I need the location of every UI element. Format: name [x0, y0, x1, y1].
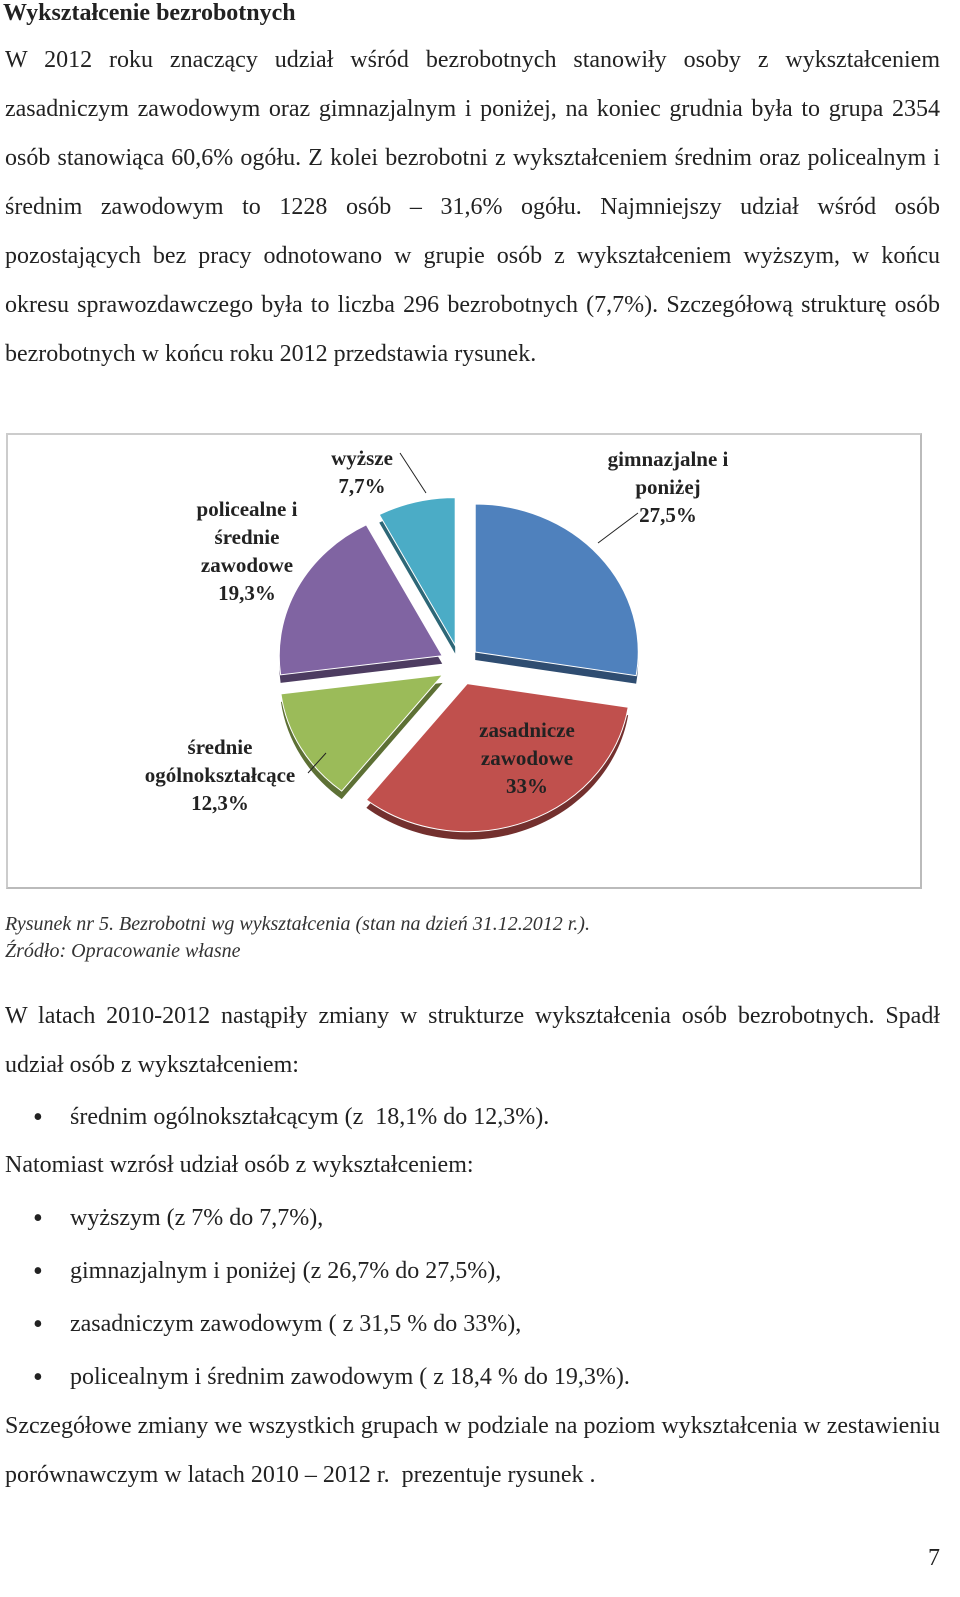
slice-label: średnie ogólnokształcące 12,3% — [130, 733, 310, 817]
slice-label: policealne i średnie zawodowe 19,3% — [182, 495, 312, 607]
category-label: policealne i średnie zawodowe — [196, 497, 298, 577]
source-caption: Źródło: Opracowanie własne — [5, 940, 241, 962]
paragraph: W latach 2010-2012 nastąpiły zmiany w st… — [5, 1003, 946, 1078]
page-number: 7 — [928, 1545, 940, 1571]
value-label: 27,5% — [639, 503, 697, 527]
slice-label: wyższe 7,7% — [312, 444, 412, 500]
paragraph: W 2012 roku znaczący udział wśród bezrob… — [5, 47, 946, 367]
value-label: 19,3% — [218, 581, 276, 605]
pie-canvas — [278, 452, 639, 840]
bullet-item: zasadniczym zawodowym ( z 31,5 % do 33%)… — [5, 1298, 630, 1351]
slice — [280, 674, 444, 792]
slice-label: gimnazjalne i poniżej 27,5% — [588, 445, 748, 529]
category-label: średnie ogólnokształcące — [144, 735, 296, 787]
figure-caption: Rysunek nr 5. Bezrobotni wg wykształceni… — [5, 913, 590, 935]
heading: Wykształcenie bezrobotnych — [3, 0, 296, 26]
leader-line — [399, 452, 427, 494]
paragraph: Szczegółowe zmiany we wszystkich grupach… — [5, 1413, 947, 1488]
bullet-list: wyższym (z 7% do 7,7%),gimnazjalnym i po… — [5, 1192, 630, 1404]
value-label: 12,3% — [191, 791, 249, 815]
paragraph: Natomiast wzrósł udział osób z wykształc… — [5, 1152, 474, 1178]
category-label: wyższe — [331, 446, 393, 470]
bullet-item: policealnym i średnim zawodowym ( z 18,4… — [5, 1351, 630, 1404]
leader-line — [307, 752, 327, 774]
slice-label: zasadnicze zawodowe 33% — [457, 716, 597, 800]
category-label: gimnazjalne i poniżej — [607, 447, 729, 499]
slice — [378, 497, 456, 648]
slice — [365, 683, 629, 833]
value-label: 33% — [506, 774, 548, 798]
category-label: zasadnicze zawodowe — [479, 718, 575, 770]
bullet-list: średnim ogólnokształcącym (z 18,1% do 12… — [5, 1091, 549, 1144]
chart: gimnazjalne i poniżej 27,5% zasadnicze zaw… — [6, 433, 922, 889]
slice — [278, 524, 444, 676]
bullet-item: średnim ogólnokształcącym (z 18,1% do 12… — [5, 1091, 549, 1144]
slice — [474, 503, 639, 677]
bullet-item: gimnazjalnym i poniżej (z 26,7% do 27,5%… — [5, 1245, 630, 1298]
value-label: 7,7% — [338, 474, 386, 498]
leader-line — [597, 512, 639, 544]
bullet-item: wyższym (z 7% do 7,7%), — [5, 1192, 630, 1245]
